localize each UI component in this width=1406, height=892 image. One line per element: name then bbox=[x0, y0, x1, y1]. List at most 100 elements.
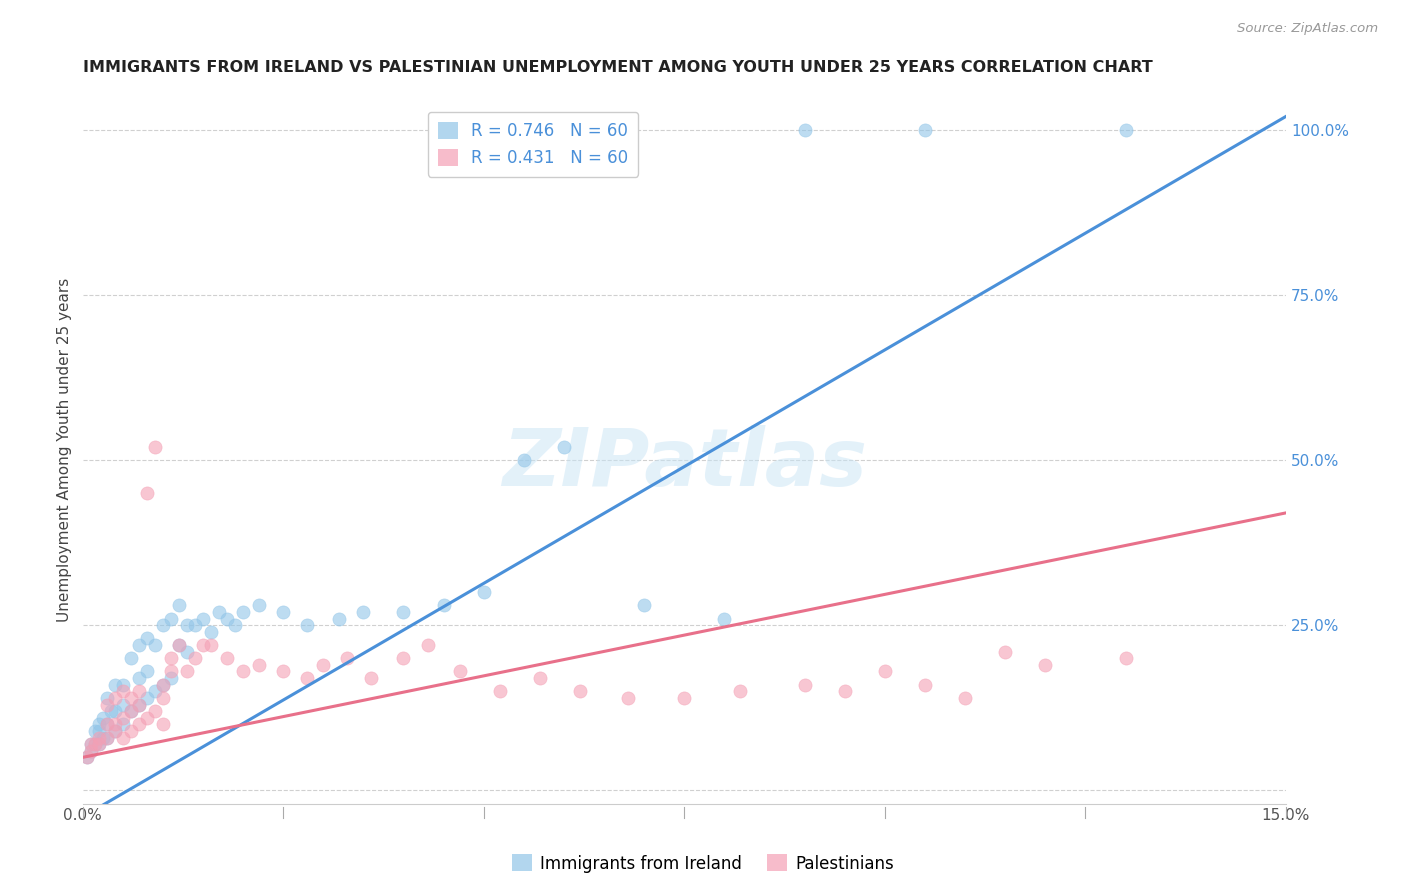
Point bbox=[167, 599, 190, 613]
Point bbox=[271, 665, 294, 679]
Point bbox=[392, 651, 415, 665]
Legend: Immigrants from Ireland, Palestinians: Immigrants from Ireland, Palestinians bbox=[505, 847, 901, 880]
Point bbox=[152, 678, 174, 692]
Point bbox=[176, 645, 198, 659]
Point bbox=[200, 624, 222, 639]
Point bbox=[104, 690, 127, 705]
Point bbox=[79, 737, 101, 751]
Point bbox=[312, 657, 335, 672]
Point bbox=[176, 618, 198, 632]
Point bbox=[297, 618, 319, 632]
Point bbox=[513, 453, 536, 467]
Point bbox=[87, 731, 110, 745]
Point bbox=[87, 723, 110, 738]
Point bbox=[160, 671, 183, 685]
Point bbox=[633, 599, 655, 613]
Point bbox=[152, 690, 174, 705]
Point bbox=[232, 605, 254, 619]
Point bbox=[673, 690, 696, 705]
Point bbox=[834, 684, 856, 698]
Point bbox=[128, 671, 150, 685]
Point bbox=[79, 737, 101, 751]
Point bbox=[120, 651, 142, 665]
Point bbox=[87, 737, 110, 751]
Point bbox=[449, 665, 471, 679]
Point bbox=[994, 645, 1017, 659]
Point bbox=[83, 737, 105, 751]
Point bbox=[160, 665, 183, 679]
Point bbox=[135, 486, 157, 500]
Point bbox=[135, 690, 157, 705]
Point bbox=[96, 717, 118, 731]
Point bbox=[247, 657, 270, 672]
Point bbox=[176, 665, 198, 679]
Legend: R = 0.746   N = 60, R = 0.431   N = 60: R = 0.746 N = 60, R = 0.431 N = 60 bbox=[427, 112, 638, 177]
Point bbox=[79, 744, 101, 758]
Point bbox=[111, 678, 134, 692]
Point bbox=[200, 638, 222, 652]
Point bbox=[96, 690, 118, 705]
Point bbox=[135, 665, 157, 679]
Point bbox=[914, 122, 936, 136]
Point bbox=[953, 690, 976, 705]
Point bbox=[104, 723, 127, 738]
Point bbox=[1115, 122, 1137, 136]
Point bbox=[120, 690, 142, 705]
Point bbox=[152, 717, 174, 731]
Point bbox=[128, 638, 150, 652]
Point bbox=[104, 678, 127, 692]
Point bbox=[96, 731, 118, 745]
Point bbox=[167, 638, 190, 652]
Point bbox=[336, 651, 359, 665]
Point bbox=[104, 704, 127, 718]
Point bbox=[111, 731, 134, 745]
Point bbox=[143, 638, 166, 652]
Point bbox=[91, 711, 114, 725]
Point bbox=[191, 638, 214, 652]
Text: IMMIGRANTS FROM IRELAND VS PALESTINIAN UNEMPLOYMENT AMONG YOUTH UNDER 25 YEARS C: IMMIGRANTS FROM IRELAND VS PALESTINIAN U… bbox=[83, 60, 1153, 75]
Point bbox=[392, 605, 415, 619]
Point bbox=[488, 684, 510, 698]
Point bbox=[730, 684, 752, 698]
Point bbox=[96, 731, 118, 745]
Point bbox=[87, 717, 110, 731]
Point bbox=[167, 638, 190, 652]
Point bbox=[208, 605, 231, 619]
Point bbox=[1033, 657, 1056, 672]
Point bbox=[79, 744, 101, 758]
Point bbox=[135, 632, 157, 646]
Point bbox=[120, 704, 142, 718]
Point bbox=[128, 684, 150, 698]
Point bbox=[472, 585, 495, 599]
Point bbox=[184, 651, 207, 665]
Point bbox=[184, 618, 207, 632]
Point bbox=[360, 671, 382, 685]
Point bbox=[100, 704, 122, 718]
Point bbox=[76, 750, 98, 764]
Point bbox=[328, 612, 350, 626]
Text: ZIPatlas: ZIPatlas bbox=[502, 425, 866, 503]
Point bbox=[247, 599, 270, 613]
Point bbox=[713, 612, 735, 626]
Point bbox=[215, 612, 238, 626]
Point bbox=[271, 605, 294, 619]
Point bbox=[111, 717, 134, 731]
Point bbox=[111, 711, 134, 725]
Point bbox=[128, 717, 150, 731]
Point bbox=[152, 618, 174, 632]
Point bbox=[104, 717, 127, 731]
Point bbox=[1115, 651, 1137, 665]
Point bbox=[143, 440, 166, 454]
Point bbox=[232, 665, 254, 679]
Point bbox=[553, 440, 575, 454]
Point bbox=[793, 122, 815, 136]
Point bbox=[135, 711, 157, 725]
Point bbox=[191, 612, 214, 626]
Point bbox=[160, 651, 183, 665]
Point bbox=[87, 737, 110, 751]
Point bbox=[91, 731, 114, 745]
Point bbox=[793, 678, 815, 692]
Point bbox=[83, 737, 105, 751]
Point bbox=[160, 612, 183, 626]
Point bbox=[873, 665, 896, 679]
